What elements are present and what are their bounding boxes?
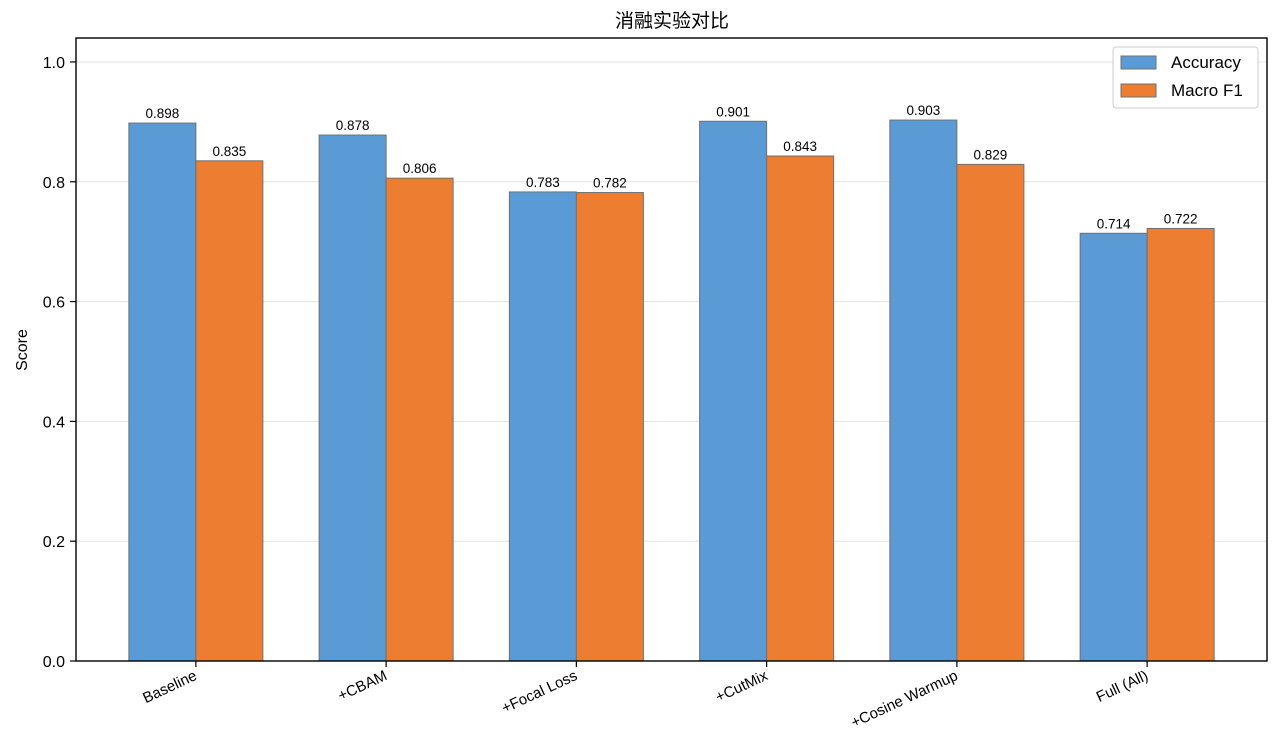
bar-macro-f1 xyxy=(766,155,835,662)
bar-accuracy xyxy=(889,119,958,662)
x-tick-label: +CutMix xyxy=(713,667,771,706)
bar-value-label: 0.714 xyxy=(1097,216,1131,231)
bar-value-label: 0.878 xyxy=(336,118,370,133)
x-tick-label: +Cosine Warmup xyxy=(848,667,960,731)
bar-accuracy xyxy=(699,120,768,662)
x-tick-label: +CBAM xyxy=(335,667,389,704)
bar-macro-f1 xyxy=(575,192,644,662)
y-tick-label: 0.8 xyxy=(43,175,65,192)
bar-accuracy xyxy=(128,122,197,662)
y-tick-label: 0.6 xyxy=(43,295,65,312)
bar-value-label: 0.835 xyxy=(212,144,246,159)
bar-accuracy xyxy=(508,191,577,662)
bar-value-label: 0.903 xyxy=(906,103,940,118)
y-tick-label: 0.0 xyxy=(43,654,65,671)
grid-lines xyxy=(76,61,1267,542)
bar-macro-f1 xyxy=(385,177,454,662)
bar-value-label: 0.782 xyxy=(593,176,627,191)
y-tick-label: 1.0 xyxy=(43,55,65,72)
bar-macro-f1 xyxy=(1146,227,1215,662)
plot-frame xyxy=(75,37,1268,662)
y-axis-ticks: 0.0 0.2 0.4 0.6 0.8 1.0 xyxy=(43,55,76,671)
legend-swatch xyxy=(1120,83,1157,98)
bar-accuracy xyxy=(1079,232,1148,662)
legend: Accuracy Macro F1 xyxy=(1112,46,1259,109)
x-axis-ticks: Baseline +CBAM +Focal Loss +CutMix +Cosine W… xyxy=(140,661,1151,732)
bar-group xyxy=(128,119,1215,662)
bar-value-label: 0.829 xyxy=(973,147,1007,162)
y-tick-label: 0.4 xyxy=(43,414,65,431)
y-axis-label: Score xyxy=(14,329,31,371)
bar-value-label: 0.898 xyxy=(145,106,179,121)
legend-swatch xyxy=(1120,55,1157,70)
y-tick-label: 0.2 xyxy=(43,534,65,551)
bar-macro-f1 xyxy=(956,163,1025,662)
bar-value-label: 0.806 xyxy=(403,161,437,176)
bar-macro-f1 xyxy=(195,160,264,662)
x-tick-label: Full (All) xyxy=(1094,667,1151,706)
bar-value-label: 0.843 xyxy=(783,139,817,154)
chart-title: 消融实验对比 xyxy=(615,10,729,32)
x-tick-label: Baseline xyxy=(140,667,199,707)
x-tick-label: +Focal Loss xyxy=(499,667,580,717)
legend-label: Macro F1 xyxy=(1171,81,1243,100)
bar-value-label: 0.722 xyxy=(1164,211,1198,226)
data-labels: 0.898 0.835 0.878 0.806 0.783 0.782 0.901 0.843… xyxy=(145,103,1197,231)
bar-value-label: 0.901 xyxy=(716,104,750,119)
bar-accuracy xyxy=(318,134,387,662)
legend-label: Accuracy xyxy=(1171,53,1241,72)
bar-value-label: 0.783 xyxy=(526,175,560,190)
